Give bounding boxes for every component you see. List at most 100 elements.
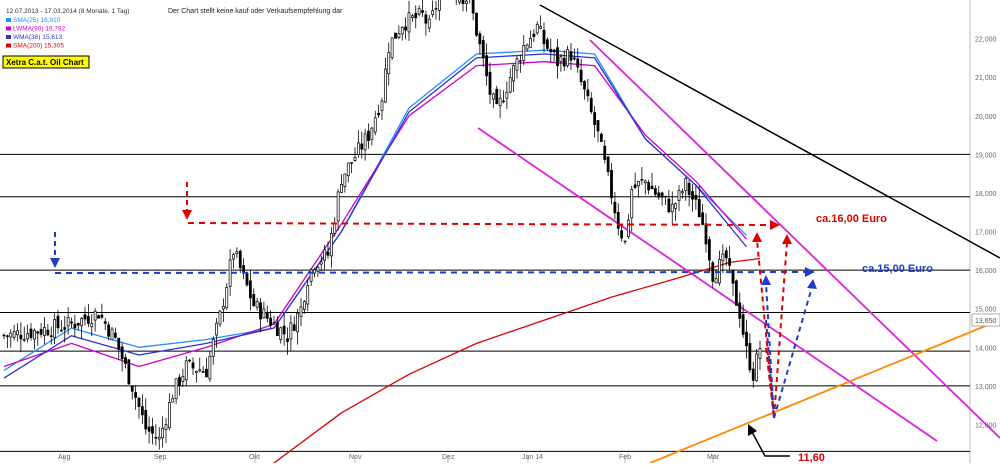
- x-tick-label: Okt: [249, 454, 260, 461]
- candle-body: [86, 315, 90, 324]
- candle-body: [346, 162, 350, 177]
- candle-body: [16, 330, 19, 336]
- candle-body: [154, 437, 158, 439]
- candle-body: [242, 265, 246, 273]
- candle-body: [97, 315, 100, 319]
- red-down-arrowhead: [182, 210, 192, 220]
- candle-body: [566, 49, 570, 66]
- candle-body: [535, 23, 539, 34]
- candle-body: [562, 57, 566, 67]
- candle-body: [134, 392, 138, 398]
- x-tick-label: Mär: [707, 454, 720, 461]
- candle-body: [687, 182, 691, 195]
- candle-body: [49, 335, 53, 337]
- y-tick-label: 14,000: [975, 345, 997, 352]
- legend-entry: SMA(200) 15,305: [13, 43, 64, 50]
- candle-body: [2, 334, 6, 337]
- candle-body: [124, 357, 127, 364]
- disclaimer-text: Der Chart stellt keine kauf oder Verkauf…: [168, 8, 343, 15]
- candle-body: [508, 77, 512, 93]
- x-tick-label: Jan 14: [522, 454, 543, 461]
- x-tick-label: Aug: [58, 454, 71, 461]
- candle-body: [174, 378, 178, 399]
- candle-body: [407, 12, 411, 33]
- candle-body: [542, 29, 546, 45]
- candle-body: [272, 322, 276, 325]
- candle-body: [485, 55, 489, 77]
- y-tick-label: 21,000: [975, 75, 997, 82]
- legend-swatch: [6, 18, 11, 22]
- candle-body: [613, 201, 617, 214]
- candle-body: [711, 262, 715, 282]
- candle-body: [144, 409, 148, 430]
- candle-body: [370, 127, 374, 140]
- candle-body: [738, 302, 742, 319]
- candle-body: [117, 337, 121, 350]
- blue-down-arrowhead: [50, 258, 60, 268]
- candle-body: [282, 325, 286, 335]
- candle-body: [43, 327, 46, 336]
- candle-body: [488, 71, 492, 95]
- candle-body: [437, 0, 441, 11]
- candle-body: [458, 0, 462, 3]
- candle-body: [127, 359, 131, 385]
- support-pointer-head: [748, 424, 757, 436]
- candle-body: [296, 312, 300, 333]
- candle-body: [522, 45, 526, 61]
- candle-body: [269, 317, 273, 326]
- legend-swatch: [6, 43, 11, 48]
- candle-body: [491, 93, 495, 100]
- ma-line-wma38: [3, 53, 748, 379]
- candle-body: [397, 33, 401, 39]
- candle-body: [292, 324, 296, 331]
- candle-body: [66, 316, 70, 327]
- candle-body: [404, 26, 408, 31]
- projection-blue-up-2: [773, 286, 813, 419]
- candle-body: [201, 371, 205, 373]
- candle-body: [394, 32, 397, 39]
- candle-body: [471, 0, 475, 14]
- candle-body: [583, 81, 586, 90]
- candle-body: [532, 33, 536, 37]
- candle-body: [90, 323, 94, 328]
- candle-body: [208, 355, 212, 380]
- y-tick-label: 16,000: [975, 268, 997, 275]
- candle-body: [697, 198, 701, 218]
- candle-body: [512, 65, 516, 82]
- candle-body: [529, 38, 532, 48]
- date-range-label: 12.07.2013 - 17.03.2014 (8 Monate, 1 Tag…: [6, 8, 129, 15]
- candle-body: [387, 52, 391, 75]
- candle-body: [367, 130, 370, 142]
- candle-body: [478, 33, 482, 45]
- candle-body: [113, 332, 117, 338]
- candle-body: [424, 14, 428, 24]
- candle-body: [289, 322, 293, 340]
- candle-body: [343, 173, 347, 187]
- candle-body: [147, 426, 151, 432]
- candle-body: [110, 328, 114, 341]
- candle-body: [637, 181, 640, 187]
- instrument-badge: [2, 55, 90, 69]
- legend-entry: LWMA(90) 16,782: [13, 26, 66, 33]
- y-tick-label: 12,000: [975, 422, 997, 429]
- candle-body: [56, 315, 60, 329]
- candle-body: [498, 97, 502, 107]
- y-tick-label: 20,000: [975, 114, 997, 121]
- candle-body: [670, 203, 674, 213]
- candle-body: [313, 269, 316, 274]
- candle-body: [329, 233, 333, 257]
- candle-body: [643, 180, 647, 184]
- candle-body: [724, 250, 728, 259]
- candle-body: [73, 323, 77, 328]
- channel-upper-line: [589, 39, 1000, 439]
- candle-body: [188, 359, 192, 362]
- instrument-label: Xetra C.a.t. Oil Chart: [6, 58, 84, 67]
- y-tick-label: 22,000: [975, 37, 997, 44]
- candle-body: [495, 88, 499, 104]
- candle-body: [390, 37, 394, 58]
- candle-body: [360, 143, 364, 150]
- candle-body: [502, 100, 505, 103]
- candle-body: [120, 346, 124, 360]
